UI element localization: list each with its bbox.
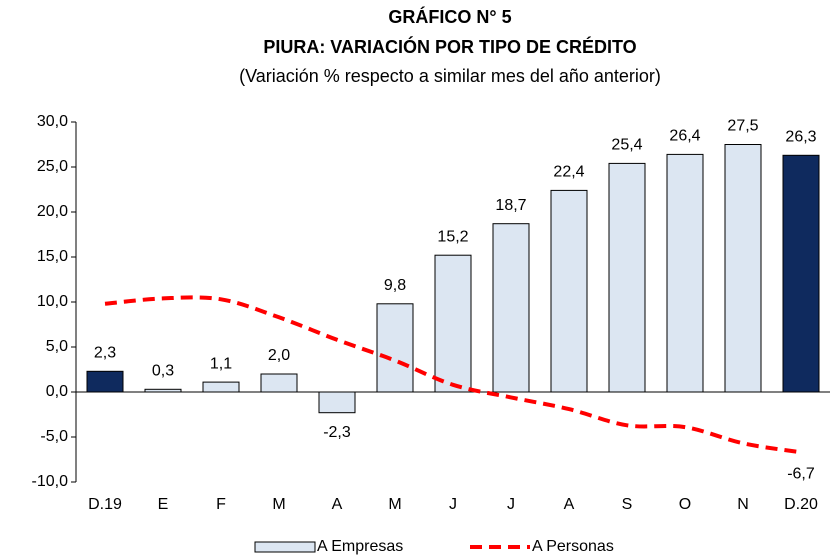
bar bbox=[376, 303, 414, 393]
line bbox=[104, 295, 802, 455]
bar bbox=[318, 391, 356, 414]
bar bbox=[144, 388, 182, 393]
data-label: 25,4 bbox=[611, 137, 642, 154]
x-tick-label: A bbox=[332, 496, 343, 513]
chart-title: GRÁFICO N° 5 bbox=[388, 6, 511, 27]
data-label: 1,1 bbox=[210, 355, 232, 372]
data-label: 9,8 bbox=[384, 277, 406, 294]
bar bbox=[608, 162, 646, 393]
data-label: -6,7 bbox=[787, 466, 815, 483]
data-label: 2,3 bbox=[94, 345, 116, 362]
y-tick-label: 15,0 bbox=[37, 248, 68, 265]
y-tick-label: 20,0 bbox=[37, 203, 68, 220]
legend-label: A Personas bbox=[532, 538, 614, 555]
data-label: 27,5 bbox=[727, 118, 758, 135]
x-tick-label: F bbox=[216, 496, 226, 513]
x-tick-label: D.20 bbox=[784, 496, 818, 513]
bar bbox=[202, 381, 240, 393]
x-tick-label: J bbox=[507, 496, 515, 513]
data-label: 26,3 bbox=[785, 129, 816, 146]
data-label: 22,4 bbox=[553, 164, 584, 181]
bar bbox=[782, 154, 820, 393]
data-label: 15,2 bbox=[437, 228, 468, 245]
y-tick-label: -5,0 bbox=[40, 428, 68, 445]
bar bbox=[550, 189, 588, 393]
x-tick-label: S bbox=[622, 496, 633, 513]
x-tick-label: D.19 bbox=[88, 496, 122, 513]
bar bbox=[666, 153, 704, 393]
chart-subtitle: PIURA: VARIACIÓN POR TIPO DE CRÉDITO bbox=[263, 36, 636, 57]
y-tick-label: 5,0 bbox=[46, 338, 68, 355]
y-tick-label: -10,0 bbox=[32, 473, 69, 490]
y-tick-label: 25,0 bbox=[37, 158, 68, 175]
x-tick-label: E bbox=[158, 496, 169, 513]
x-tick-label: M bbox=[388, 496, 401, 513]
y-tick-label: 10,0 bbox=[37, 293, 68, 310]
data-label: 18,7 bbox=[495, 197, 526, 214]
chart-note: (Variación % respecto a similar mes del … bbox=[239, 66, 661, 86]
bar bbox=[724, 144, 762, 393]
bar bbox=[492, 223, 530, 393]
x-tick-label: J bbox=[449, 496, 457, 513]
bar bbox=[434, 254, 472, 393]
x-tick-label: M bbox=[272, 496, 285, 513]
x-tick-label: N bbox=[737, 496, 749, 513]
data-label: 2,0 bbox=[268, 347, 290, 364]
x-tick-label: A bbox=[564, 496, 575, 513]
data-label: 0,3 bbox=[152, 363, 174, 380]
bar bbox=[260, 373, 298, 393]
legend-label: A Empresas bbox=[317, 538, 403, 555]
y-tick-label: 0,0 bbox=[46, 383, 68, 400]
bar bbox=[86, 370, 124, 393]
legend-swatch bbox=[254, 541, 316, 553]
x-tick-label: O bbox=[679, 496, 691, 513]
y-tick-label: 30,0 bbox=[37, 113, 68, 130]
data-label: 26,4 bbox=[669, 128, 700, 145]
data-label: -2,3 bbox=[323, 424, 351, 441]
